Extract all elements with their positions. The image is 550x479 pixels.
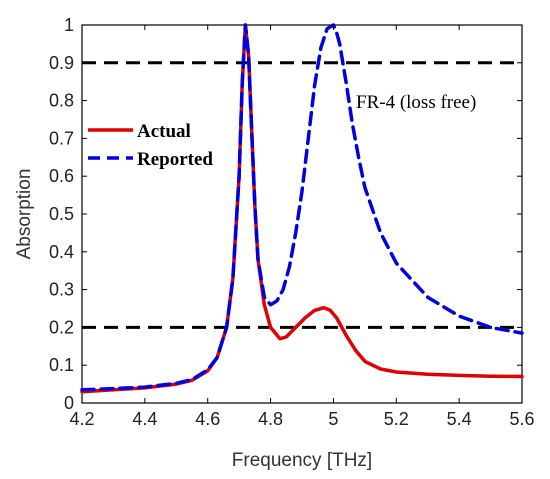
x-tick-label: 4.6 bbox=[195, 409, 220, 429]
x-tick-label: 4.8 bbox=[258, 409, 283, 429]
y-tick-label: 0.7 bbox=[49, 128, 74, 148]
y-tick-label: 0 bbox=[64, 393, 74, 413]
y-tick-label: 0.4 bbox=[49, 242, 74, 262]
y-tick-label: 0.2 bbox=[49, 317, 74, 337]
y-tick-label: 0.1 bbox=[49, 355, 74, 375]
y-tick-label: 0.9 bbox=[49, 53, 74, 73]
legend-label-reported: Reported bbox=[137, 149, 213, 170]
y-tick-label: 1 bbox=[64, 15, 74, 35]
x-tick-label: 5.4 bbox=[447, 409, 472, 429]
x-tick-label: 5 bbox=[328, 409, 338, 429]
y-tick-label: 0.6 bbox=[49, 166, 74, 186]
x-axis-title: Frequency [THz] bbox=[232, 450, 372, 471]
series-line-reported bbox=[80, 23, 524, 392]
y-axis-title: Absorption bbox=[14, 169, 35, 260]
series-line-actual bbox=[80, 23, 524, 394]
plot-frame bbox=[81, 24, 523, 404]
y-tick-label: 0.3 bbox=[49, 280, 74, 300]
x-tick-label: 5.2 bbox=[384, 409, 409, 429]
annotation-label: FR-4 (loss free) bbox=[356, 92, 476, 113]
x-tick-label: 4.2 bbox=[69, 409, 94, 429]
y-tick-label: 0.5 bbox=[49, 204, 74, 224]
legend: Actual Reported bbox=[88, 121, 213, 170]
x-tick-label: 5.6 bbox=[509, 409, 534, 429]
x-tick-label: 4.4 bbox=[132, 409, 157, 429]
legend-label-actual: Actual bbox=[137, 121, 191, 142]
y-tick-label: 0.8 bbox=[49, 91, 74, 111]
